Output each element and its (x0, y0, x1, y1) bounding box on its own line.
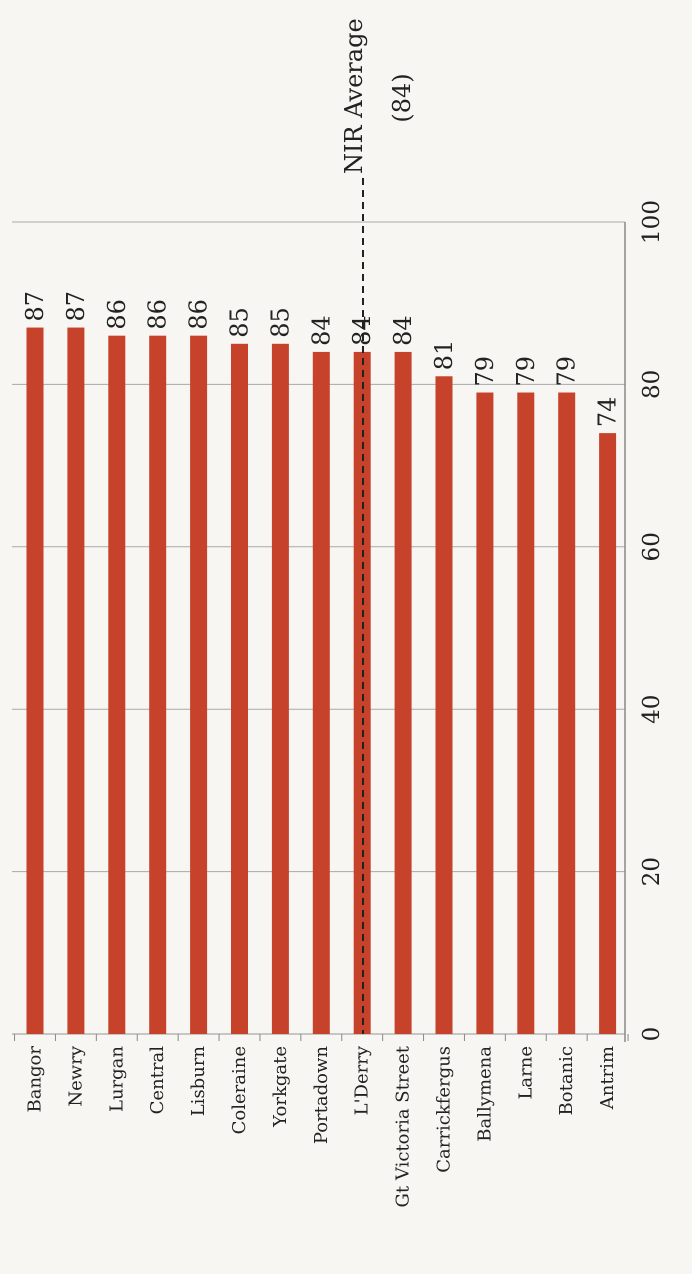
category-label: Yorkgate (270, 1046, 291, 1128)
value-tick-label: 0 (639, 1027, 665, 1042)
data-label: 85 (266, 307, 294, 338)
data-label: 86 (103, 299, 131, 330)
value-tick-label: 80 (639, 370, 665, 399)
bar (599, 433, 617, 1034)
category-label: Larne (515, 1046, 536, 1100)
average-label-line1: NIR Average (340, 18, 368, 174)
category-axis: Bangor Newry Lurgan Central Lisburn Coleraine… (25, 1045, 619, 1207)
category-label: Gt Victoria Street (393, 1045, 414, 1207)
value-axis: 0 20 40 60 80 100 (639, 200, 665, 1041)
bar (108, 335, 126, 1034)
reference-line-group: NIR Average (84) (340, 18, 416, 1034)
bar (190, 335, 208, 1034)
category-label: Bangor (25, 1046, 46, 1113)
category-label: L'Derry (352, 1045, 373, 1115)
category-label: Coleraine (229, 1046, 250, 1134)
category-label: Carrickfergus (434, 1046, 455, 1173)
value-tick-label: 40 (639, 695, 665, 724)
bar (312, 351, 330, 1034)
data-label: 87 (62, 291, 90, 322)
data-label: 86 (144, 299, 172, 330)
category-label: Portadown (311, 1046, 332, 1145)
bar (394, 351, 412, 1034)
bar (26, 327, 44, 1034)
bar (517, 392, 535, 1034)
data-label: 81 (430, 340, 458, 371)
category-label: Lurgan (106, 1046, 127, 1112)
data-label: 86 (185, 299, 213, 330)
value-tick-label: 60 (639, 532, 665, 561)
bar (476, 392, 494, 1034)
data-label: 84 (389, 315, 417, 346)
data-label: 79 (512, 356, 540, 387)
bar (149, 335, 167, 1034)
data-label: 87 (21, 291, 49, 322)
category-label: Botanic (556, 1046, 577, 1115)
data-label: 84 (348, 315, 376, 346)
value-tick-label: 20 (639, 857, 665, 886)
data-label: 79 (471, 356, 499, 387)
category-label: Newry (65, 1045, 86, 1106)
category-label: Antrim (597, 1046, 618, 1110)
bar (271, 343, 289, 1034)
data-labels: 87 87 86 86 86 85 85 84 84 84 81 79 79 79 74 (21, 291, 622, 427)
data-label: 74 (594, 397, 622, 428)
bar-series (26, 327, 617, 1034)
bar (231, 343, 248, 1034)
category-label: Ballymena (474, 1046, 495, 1142)
value-tick-label: 100 (639, 200, 665, 244)
data-label: 85 (226, 307, 254, 338)
data-label: 84 (307, 315, 335, 346)
category-label: Lisburn (188, 1046, 209, 1117)
bar (558, 392, 576, 1034)
data-label: 79 (553, 356, 581, 387)
category-label: Central (147, 1046, 168, 1115)
average-label-line2: (84) (388, 73, 416, 122)
bar (435, 376, 453, 1034)
bar (353, 351, 371, 1034)
bar (67, 327, 85, 1034)
